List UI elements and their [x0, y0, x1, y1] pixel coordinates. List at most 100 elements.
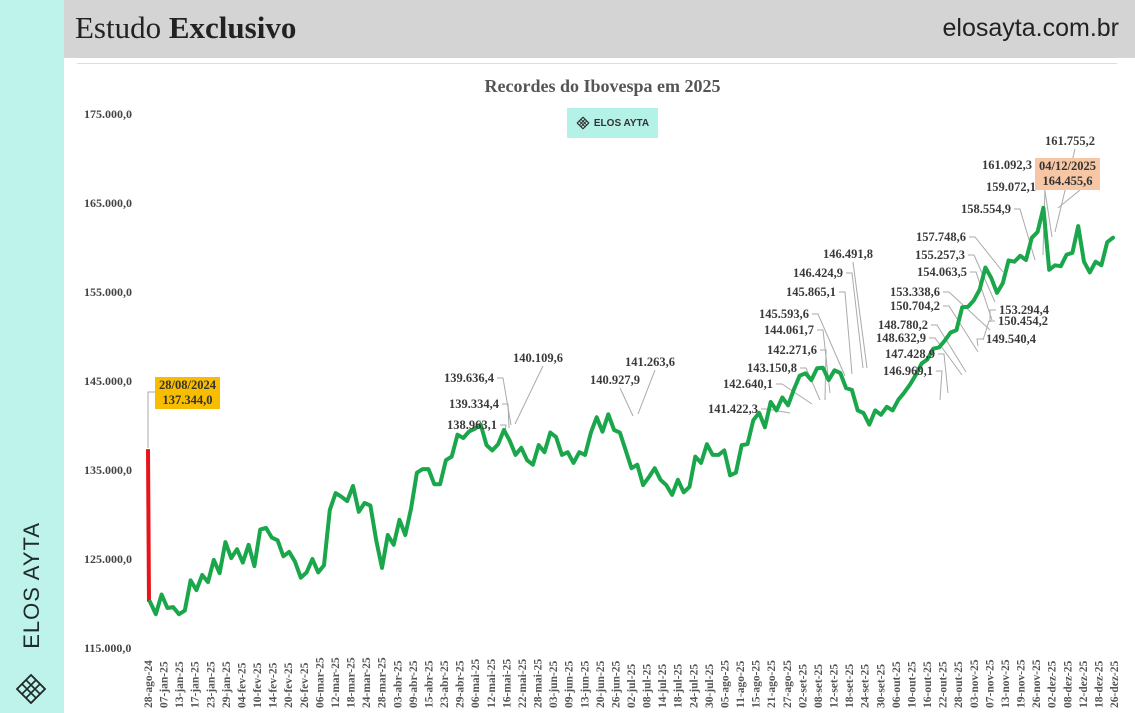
record-annotation: 138.963,1 [447, 418, 497, 432]
record-annotation: 141.263,6 [625, 355, 675, 369]
x-tick-label: 18-jul-25 [673, 664, 685, 708]
x-tick-label: 24-jul-25 [688, 664, 700, 708]
header-title-bold: Exclusivo [168, 10, 297, 45]
x-tick-label: 08-set-25 [813, 664, 825, 708]
x-tick-label: 02-jul-25 [626, 664, 638, 708]
annotation-leader-line [1057, 189, 1081, 209]
record-annotation: 153.338,6 [890, 285, 940, 299]
x-tick-label: 26-jun-25 [610, 660, 622, 708]
header-title: Estudo Exclusivo [75, 10, 296, 46]
x-tick-label: 11-ago-25 [735, 660, 747, 708]
x-tick-label: 12-mar-25 [330, 657, 342, 708]
annotation-leader-line [800, 367, 821, 401]
x-tick-label: 16-out-25 [922, 661, 934, 708]
y-tick-label: 115.000,0 [84, 641, 131, 655]
annotation-leader-line [969, 236, 1004, 273]
record-annotation: 161.755,2 [1045, 134, 1095, 148]
series-line-2025 [148, 205, 1115, 617]
x-tick-label: 30-jul-25 [704, 664, 716, 708]
x-tick-label: 07-nov-25 [984, 659, 996, 708]
annotation-leader-line [1014, 208, 1036, 261]
x-tick-label: 22-out-25 [938, 661, 950, 708]
record-annotation: 146.424,9 [793, 266, 843, 280]
x-tick-label: 09-jun-25 [564, 660, 576, 708]
record-annotation: 148.780,2 [878, 318, 928, 332]
record-annotation: 143.150,8 [747, 361, 797, 375]
x-tick-label: 18-mar-25 [346, 657, 358, 708]
annotation-leader-line [637, 369, 656, 415]
record-annotation: 142.640,1 [723, 377, 773, 391]
y-tick-label: 135.000,0 [84, 463, 132, 477]
record-annotation: 148.632,9 [876, 331, 926, 345]
annotation-leader-line [929, 337, 963, 376]
x-tick-label: 13-jan-25 [174, 661, 186, 708]
annotation-leader-line [776, 383, 813, 405]
x-tick-label: 29-abr-25 [455, 660, 467, 708]
x-tick-label: 05-ago-25 [719, 660, 731, 708]
annotation-leader-line [968, 254, 996, 303]
annotation-leader-line [982, 320, 995, 341]
header-divider [77, 63, 1117, 64]
x-tick-label: 20-fev-25 [283, 662, 295, 708]
record-annotation: 154.063,5 [917, 265, 967, 279]
record-annotation: 155.257,3 [915, 248, 965, 262]
record-annotation: 145.593,6 [759, 307, 809, 321]
y-tick-label: 155.000,0 [84, 285, 132, 299]
x-tick-label: 23-abr-25 [439, 660, 451, 708]
y-tick-label: 175.000,0 [84, 107, 132, 121]
annotation-leader-line [852, 261, 868, 369]
header-site-link[interactable]: elosayta.com.br [942, 14, 1119, 42]
x-tick-label: 26-dez-25 [1109, 660, 1121, 708]
x-tick-label: 02-dez-25 [1047, 660, 1059, 708]
x-tick-label: 21-ago-25 [766, 660, 778, 708]
x-tick-label: 29-jan-25 [221, 661, 233, 708]
record-annotation: 157.748,6 [916, 230, 966, 244]
sidebar: ELOS AYTA [0, 0, 64, 713]
annotation-leader-line [812, 313, 846, 377]
record-annotation: 149.540,4 [986, 332, 1036, 346]
x-tick-label: 20-jun-25 [595, 660, 607, 708]
record-annotation: 140.927,9 [590, 373, 640, 387]
start-value-label: 28/08/2024 137.344,0 [155, 377, 220, 409]
record-value-label: 04/12/2025 164.455,6 [1035, 158, 1100, 190]
elos-ayta-logo-icon [576, 116, 590, 130]
y-tick-label: 125.000,0 [84, 552, 132, 566]
x-tick-label: 09-abr-25 [408, 660, 420, 708]
annotation-leader-line [976, 338, 983, 347]
x-tick-label: 24-mar-25 [361, 657, 373, 708]
annotation-leader-line [938, 353, 949, 394]
x-tick-label: 13-nov-25 [1000, 659, 1012, 708]
record-annotation: 141.422,3 [708, 402, 758, 416]
x-tick-label: 14-jul-25 [657, 664, 669, 708]
annotation-leader-line [761, 408, 791, 414]
x-tick-label: 28-ago-24 [143, 660, 155, 708]
chart-logo: ELOS AYTA [567, 108, 658, 138]
start-date: 28/08/2024 [159, 378, 216, 392]
record-annotation: 159.072,1 [986, 180, 1036, 194]
record-annotation: 147.428,9 [885, 347, 935, 361]
record-annotation: 150.454,2 [998, 314, 1048, 328]
x-tick-label: 07-jan-25 [159, 661, 171, 708]
x-tick-label: 12-mai-25 [486, 659, 498, 708]
record-annotation: 146.491,8 [823, 247, 873, 261]
annotation-leader-line [846, 272, 864, 369]
x-tick-label: 19-nov-25 [1016, 659, 1028, 708]
annotation-leader-line [820, 349, 827, 401]
start-value: 137.344,0 [162, 393, 213, 407]
series-line-start [146, 449, 151, 602]
x-tick-label: 18-dez-25 [1093, 660, 1105, 708]
x-tick-label: 22-mai-25 [517, 659, 529, 708]
record-date: 04/12/2025 [1039, 159, 1096, 173]
annotation-leader-line [514, 365, 544, 425]
x-tick-label: 30-set-25 [875, 664, 887, 708]
annotation-leader-line [839, 291, 853, 375]
x-tick-label: 10-out-25 [906, 661, 918, 708]
x-tick-label: 27-ago-25 [782, 660, 794, 708]
x-tick-label: 28-mar-25 [377, 657, 389, 708]
annotation-leader-line [989, 309, 996, 322]
annotation-leader-line [943, 291, 991, 331]
x-tick-label: 24-set-25 [860, 664, 872, 708]
x-tick-label: 03-jun-25 [548, 660, 560, 708]
record-annotation: 140.109,6 [513, 351, 563, 365]
